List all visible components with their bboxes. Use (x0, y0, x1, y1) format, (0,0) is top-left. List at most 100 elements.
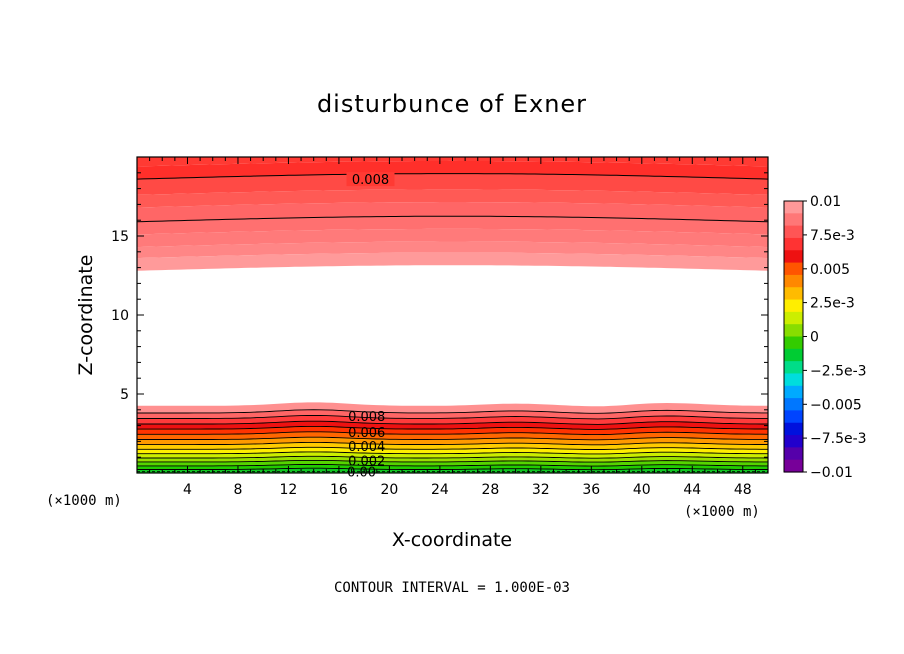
colorbar-labels: 0.01 7.5e-3 0.005 2.5e-3 0 −2.5e-3 −0.00… (810, 194, 867, 481)
x-tick-label: 32 (532, 482, 550, 498)
colorbar-label: −0.005 (810, 397, 862, 413)
filled-band (137, 252, 768, 271)
z-axis-title: Z-coordinate (75, 255, 97, 376)
colorbar-swatch (784, 373, 803, 387)
contour-lines (137, 172, 768, 473)
filled-band (137, 402, 768, 414)
colorbar-swatch (784, 311, 803, 325)
filled-band (137, 442, 768, 450)
filled-band (137, 216, 768, 235)
colorbar-swatch (784, 299, 803, 313)
filled-band (137, 447, 768, 454)
colorbar-label: 0.005 (810, 262, 850, 278)
colorbar-swatch (784, 213, 803, 227)
colorbar-swatch (784, 435, 803, 448)
contour-label: 0.008 (348, 410, 385, 425)
x-unit-label: (×1000 m) (684, 504, 760, 520)
filled-band (137, 437, 768, 445)
contour-line (137, 459, 768, 463)
x-tick-label: 20 (380, 482, 398, 498)
colorbar-swatch (784, 447, 803, 461)
colorbar-swatch (784, 287, 803, 301)
colorbar-swatch (784, 459, 803, 473)
contour-label: 0.002 (348, 454, 385, 469)
colorbar-swatch (784, 348, 803, 362)
x-tick-label: 28 (481, 482, 499, 498)
colorbar-swatch (784, 422, 803, 436)
contour-label: 0.008 (352, 173, 389, 188)
contour-line (137, 409, 768, 414)
filled-band (137, 460, 768, 467)
upper-filled-bands (137, 157, 768, 271)
colorbar-label: 7.5e-3 (810, 228, 855, 244)
x-tick-label: 12 (279, 482, 297, 498)
z-unit-label: (×1000 m) (46, 493, 122, 509)
x-tick-label: 24 (431, 482, 449, 498)
filled-band (137, 228, 768, 248)
contour-label: 0.006 (348, 426, 385, 441)
colorbar-swatch (784, 410, 803, 424)
contour-line (137, 436, 768, 441)
filled-band (137, 415, 768, 425)
colorbar-swatch (784, 324, 803, 338)
colorbar-swatch (784, 237, 803, 251)
contour-line (137, 455, 768, 459)
plot-area (137, 157, 768, 473)
z-tick-label: 15 (111, 229, 129, 245)
contour-line (137, 451, 768, 455)
x-tick-label: 4 (183, 482, 192, 498)
filled-band (137, 157, 768, 167)
filled-band (137, 456, 768, 463)
x-tick-label: 8 (234, 482, 243, 498)
contour-labels: 0.008 0.008 0.006 0.004 0.002 0.00 (347, 173, 389, 480)
colorbar-swatch (784, 274, 803, 288)
colorbar-label: 2.5e-3 (810, 296, 855, 312)
z-tick-label: 5 (120, 387, 129, 403)
x-tick-label: 36 (582, 482, 600, 498)
filled-band (137, 173, 768, 195)
x-tick-label: 16 (330, 482, 348, 498)
filled-band (137, 426, 768, 435)
filled-band (137, 202, 768, 222)
x-axis-title: X-coordinate (392, 529, 512, 551)
filled-band (137, 409, 768, 419)
colorbar-swatch (784, 361, 803, 375)
contour-line (137, 441, 768, 446)
contour-line (137, 463, 768, 467)
filled-band (137, 421, 768, 430)
contour-label: 0.004 (348, 440, 385, 455)
chart-title: disturbunce of Exner (317, 90, 587, 118)
filled-band (137, 451, 768, 459)
filled-band (137, 160, 768, 180)
contour-line (137, 431, 768, 436)
axis-ticks (136, 156, 769, 474)
colorbar-frame (783, 200, 804, 473)
contour-line (137, 420, 768, 425)
contour-line (137, 414, 768, 420)
colorbar-swatch (784, 201, 803, 214)
x-tick-labels: 4 8 12 16 20 24 28 32 36 40 44 48 (183, 482, 752, 498)
x-tick-label: 44 (683, 482, 701, 498)
colorbar-swatches (784, 200, 807, 473)
contour-line (137, 215, 768, 223)
contour-line (137, 446, 768, 450)
colorbar-swatch (784, 262, 803, 276)
filled-band (137, 189, 768, 208)
colorbar-swatch (784, 385, 803, 399)
colorbar-swatch (784, 225, 803, 239)
colorbar-label: −0.01 (810, 465, 853, 481)
x-tick-label: 40 (633, 482, 651, 498)
filled-band (137, 431, 768, 440)
contour-interval-note: CONTOUR INTERVAL = 1.000E-03 (334, 580, 570, 596)
colorbar: 0.01 7.5e-3 0.005 2.5e-3 0 −2.5e-3 −0.00… (783, 194, 867, 481)
contour-line (137, 173, 768, 180)
contour-line (137, 425, 768, 430)
colorbar-label: −2.5e-3 (810, 363, 867, 379)
colorbar-label: 0.01 (810, 194, 841, 210)
colorbar-label: −7.5e-3 (810, 431, 867, 447)
colorbar-label: 0 (810, 330, 819, 346)
z-tick-labels: 5 10 15 (111, 229, 129, 403)
z-tick-label: 10 (111, 308, 129, 324)
colorbar-swatch (784, 250, 803, 264)
